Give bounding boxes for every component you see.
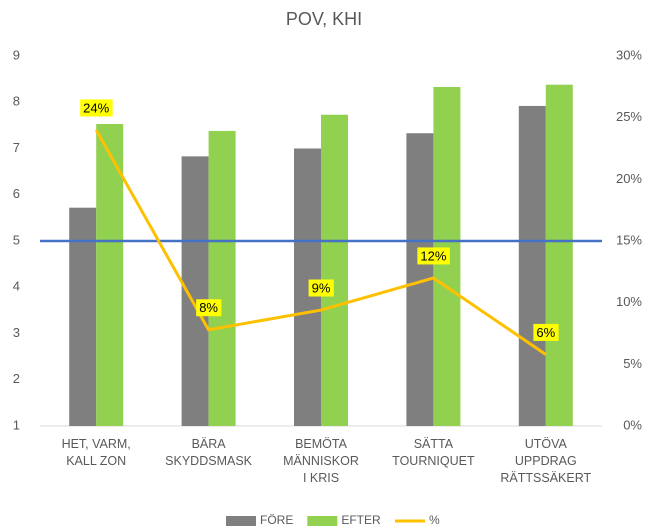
x-tick-label: BÄRA SKYDDSMASK [165,437,253,468]
data-label-box [308,279,334,297]
line-series [94,129,547,356]
bar [208,130,236,427]
data-label: 9% [312,281,331,296]
y2-tick-label: 15% [616,232,642,247]
bar [96,123,124,427]
legend-swatch [307,516,338,526]
legend-label: % [429,513,440,527]
data-label: 24% [83,100,109,115]
data-label-box [533,323,559,341]
data-label: 12% [420,248,446,263]
data-label: 8% [199,300,218,315]
data-label-box [80,99,113,117]
data-label-box [196,299,222,317]
y2-tick-label: 10% [616,294,642,309]
data-label-box [417,247,450,265]
legend-swatch [226,516,256,526]
bar [545,84,573,427]
y2-tick-label: 30% [616,47,642,62]
y2-tick-label: 25% [616,109,642,124]
chart-title: POV, KHI [286,9,362,29]
x-tick-label: BEMÖTA MÄNNISKOR I KRIS [283,437,359,485]
y-tick-label: 3 [13,325,20,340]
y-tick-label: 6 [13,186,20,201]
x-tick-label: HET, VARM, KALL ZON [61,437,131,468]
y2-tick-label: 5% [623,356,642,371]
bar [321,114,348,427]
y-tick-label: 5 [13,232,20,247]
x-tick-label: UTÖVA UPPDRAG RÄTTSSÄKERT [500,437,592,485]
x-tick-label: SÄTTA TOURNIQUET [392,437,475,468]
y2-tick-label: 0% [623,417,642,432]
bar [69,207,97,426]
y-tick-label: 7 [13,140,20,155]
bar [518,105,546,426]
legend-label: FÖRE [260,513,293,527]
y-tick-label: 4 [13,279,20,294]
y-tick-label: 2 [13,371,20,386]
legend-label: EFTER [341,513,381,527]
y-tick-label: 8 [13,94,20,109]
y2-tick-label: 20% [616,171,642,186]
data-label: 6% [536,325,555,340]
y-tick-label: 1 [13,417,20,432]
y-tick-label: 9 [13,47,20,62]
